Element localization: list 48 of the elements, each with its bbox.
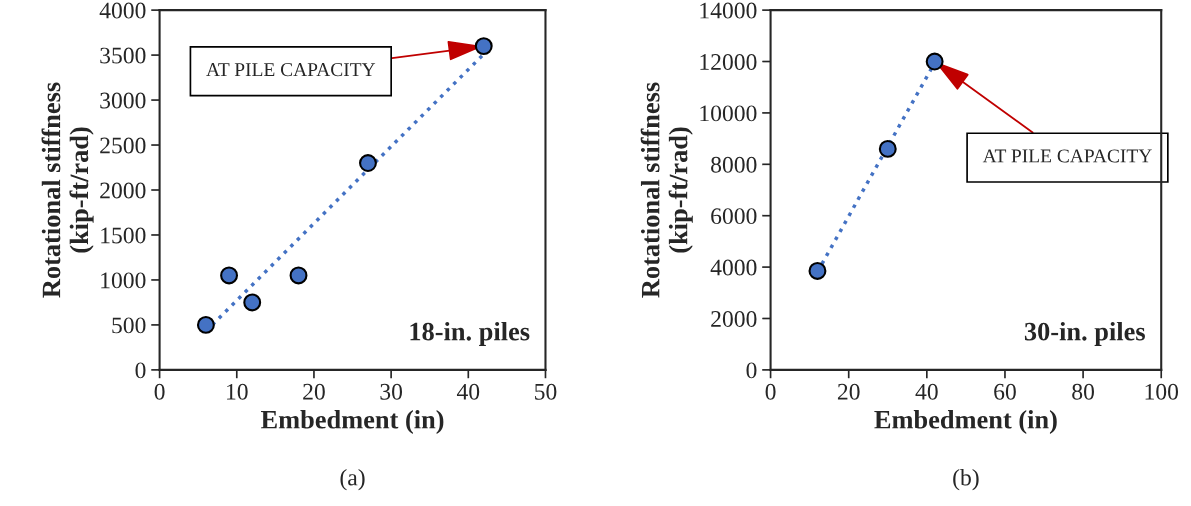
y-tick-label: 500: [112, 317, 146, 334]
point: [925, 52, 944, 71]
y-tick-label: 1000: [101, 272, 146, 289]
y-tick-label: 4000: [710, 259, 757, 276]
point: [808, 261, 827, 280]
text: (b): [953, 468, 979, 491]
annotation: AT PILE CAPACITY: [206, 63, 376, 77]
y-tick-label: 2500: [100, 137, 146, 154]
x-tick-label: 40: [915, 383, 938, 400]
y-tick-label: 14000: [700, 2, 757, 19]
x-tick-label: 40: [456, 383, 480, 400]
point: [474, 37, 493, 56]
x-tick-label: 0: [154, 383, 165, 400]
x-axis-title: Embedment (in): [261, 410, 444, 434]
x-tick-label: 60: [994, 383, 1016, 400]
y-tick-label: 3000: [100, 92, 146, 109]
y-tick-label: 8000: [711, 156, 757, 173]
y-axis-title: Rotational stiffness (kip-ft/rad): [41, 82, 94, 298]
x-tick-label: 30: [380, 383, 403, 400]
x-tick-label: 20: [303, 383, 325, 400]
point: [220, 266, 239, 285]
y-tick-label: 12000: [700, 54, 757, 70]
x-tick-label: 50: [535, 383, 557, 400]
y-tick-label: 0: [135, 362, 146, 379]
point: [196, 315, 215, 334]
y-tick-label: 6000: [711, 208, 757, 225]
y-tick-label: 2000: [100, 182, 146, 199]
point: [289, 266, 308, 285]
point: [359, 154, 377, 172]
y-tick-label: 0: [746, 362, 757, 379]
y-tick-label: 4000: [99, 2, 146, 19]
x-tick-label: 100: [1145, 383, 1179, 400]
y-tick-label: 3500: [100, 47, 146, 64]
y-axis-title: Rotational stiffness (kip-ft/rad): [640, 82, 693, 298]
x-tick-label: 80: [1072, 383, 1094, 400]
y-tick-label: 1500: [101, 227, 146, 244]
y-tick-label: 10000: [700, 105, 757, 122]
point: [243, 293, 262, 312]
y-tick-label: 2000: [711, 310, 757, 327]
annotation: AT PILE CAPACITY: [982, 149, 1152, 163]
annotation: 18-in. piles: [410, 321, 530, 346]
x-axis-title: Embedment (in): [874, 410, 1057, 434]
point: [878, 139, 897, 158]
x-tick-label: 10: [227, 383, 248, 400]
x-tick-label: 0: [765, 383, 776, 400]
text: (a): [340, 468, 365, 491]
x-tick-label: 20: [837, 383, 860, 400]
annotation: 30-in. piles: [1024, 321, 1145, 346]
